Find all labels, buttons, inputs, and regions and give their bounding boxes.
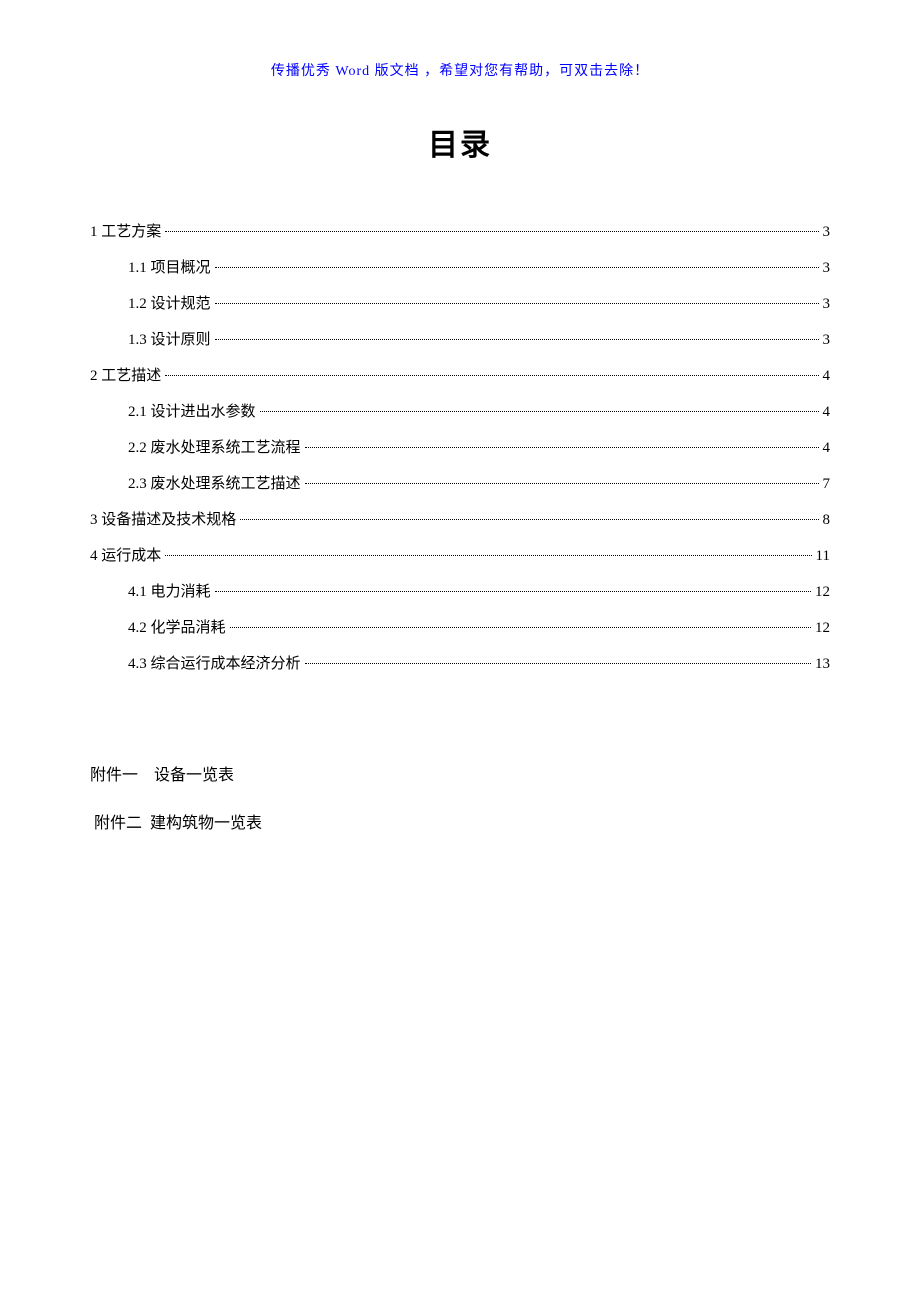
toc-entry: 1 工艺方案 3	[90, 214, 830, 250]
toc-leader-dots	[305, 662, 811, 664]
toc-entry: 3 设备描述及技术规格 8	[90, 502, 830, 538]
document-page: 传播优秀 Word 版文档 ，希望对您有帮助，可双击去除！ 目录 1 工艺方案 …	[0, 0, 920, 908]
toc-label: 2 工艺描述	[90, 358, 161, 394]
toc-label: 4.1 电力消耗	[128, 574, 211, 610]
toc-page-number: 4	[823, 358, 831, 394]
toc-page-number: 3	[823, 250, 831, 286]
toc-label: 4.3 综合运行成本经济分析	[128, 646, 301, 682]
table-of-contents: 1 工艺方案 3 1.1 项目概况 3 1.2 设计规范 3 1.3 设计原则 …	[90, 214, 830, 682]
toc-leader-dots	[215, 266, 819, 268]
toc-entry: 4.2 化学品消耗 12	[90, 610, 830, 646]
toc-leader-dots	[230, 626, 811, 628]
appendix-entry: 附件二 建构筑物一览表	[90, 800, 830, 848]
toc-label: 1.3 设计原则	[128, 322, 211, 358]
appendix-list: 附件一 设备一览表 附件二 建构筑物一览表	[90, 752, 830, 848]
toc-label: 1.2 设计规范	[128, 286, 211, 322]
toc-page-number: 7	[823, 466, 831, 502]
toc-entry: 2.2 废水处理系统工艺流程 4	[90, 430, 830, 466]
toc-page-number: 3	[823, 286, 831, 322]
toc-page-number: 3	[823, 322, 831, 358]
toc-leader-dots	[165, 374, 818, 376]
toc-label: 3 设备描述及技术规格	[90, 502, 236, 538]
toc-page-number: 12	[815, 574, 830, 610]
toc-leader-dots	[165, 554, 811, 556]
toc-page-number: 13	[815, 646, 830, 682]
toc-page-number: 3	[823, 214, 831, 250]
toc-leader-dots	[165, 230, 818, 232]
toc-entry: 1.2 设计规范 3	[90, 286, 830, 322]
toc-leader-dots	[215, 302, 819, 304]
toc-entry: 2 工艺描述 4	[90, 358, 830, 394]
toc-leader-dots	[215, 590, 811, 592]
header-note: 传播优秀 Word 版文档 ，希望对您有帮助，可双击去除！	[90, 60, 830, 80]
toc-entry: 2.1 设计进出水参数 4	[90, 394, 830, 430]
toc-label: 1.1 项目概况	[128, 250, 211, 286]
toc-page-number: 4	[823, 430, 831, 466]
toc-entry: 4 运行成本 11	[90, 538, 830, 574]
toc-leader-dots	[260, 410, 819, 412]
toc-page-number: 12	[815, 610, 830, 646]
toc-label: 2.1 设计进出水参数	[128, 394, 256, 430]
toc-leader-dots	[215, 338, 819, 340]
toc-page-number: 8	[823, 502, 831, 538]
toc-entry: 1.1 项目概况 3	[90, 250, 830, 286]
toc-leader-dots	[305, 482, 819, 484]
toc-leader-dots	[305, 446, 819, 448]
toc-entry: 4.1 电力消耗 12	[90, 574, 830, 610]
toc-entry: 4.3 综合运行成本经济分析 13	[90, 646, 830, 682]
toc-entry: 2.3 废水处理系统工艺描述 7	[90, 466, 830, 502]
toc-label: 2.2 废水处理系统工艺流程	[128, 430, 301, 466]
toc-page-number: 11	[816, 538, 830, 574]
toc-entry: 1.3 设计原则 3	[90, 322, 830, 358]
appendix-entry: 附件一 设备一览表	[90, 752, 830, 800]
toc-label: 1 工艺方案	[90, 214, 161, 250]
toc-label: 2.3 废水处理系统工艺描述	[128, 466, 301, 502]
toc-label: 4.2 化学品消耗	[128, 610, 226, 646]
toc-page-number: 4	[823, 394, 831, 430]
toc-label: 4 运行成本	[90, 538, 161, 574]
toc-leader-dots	[240, 518, 818, 520]
page-title: 目录	[90, 120, 830, 164]
